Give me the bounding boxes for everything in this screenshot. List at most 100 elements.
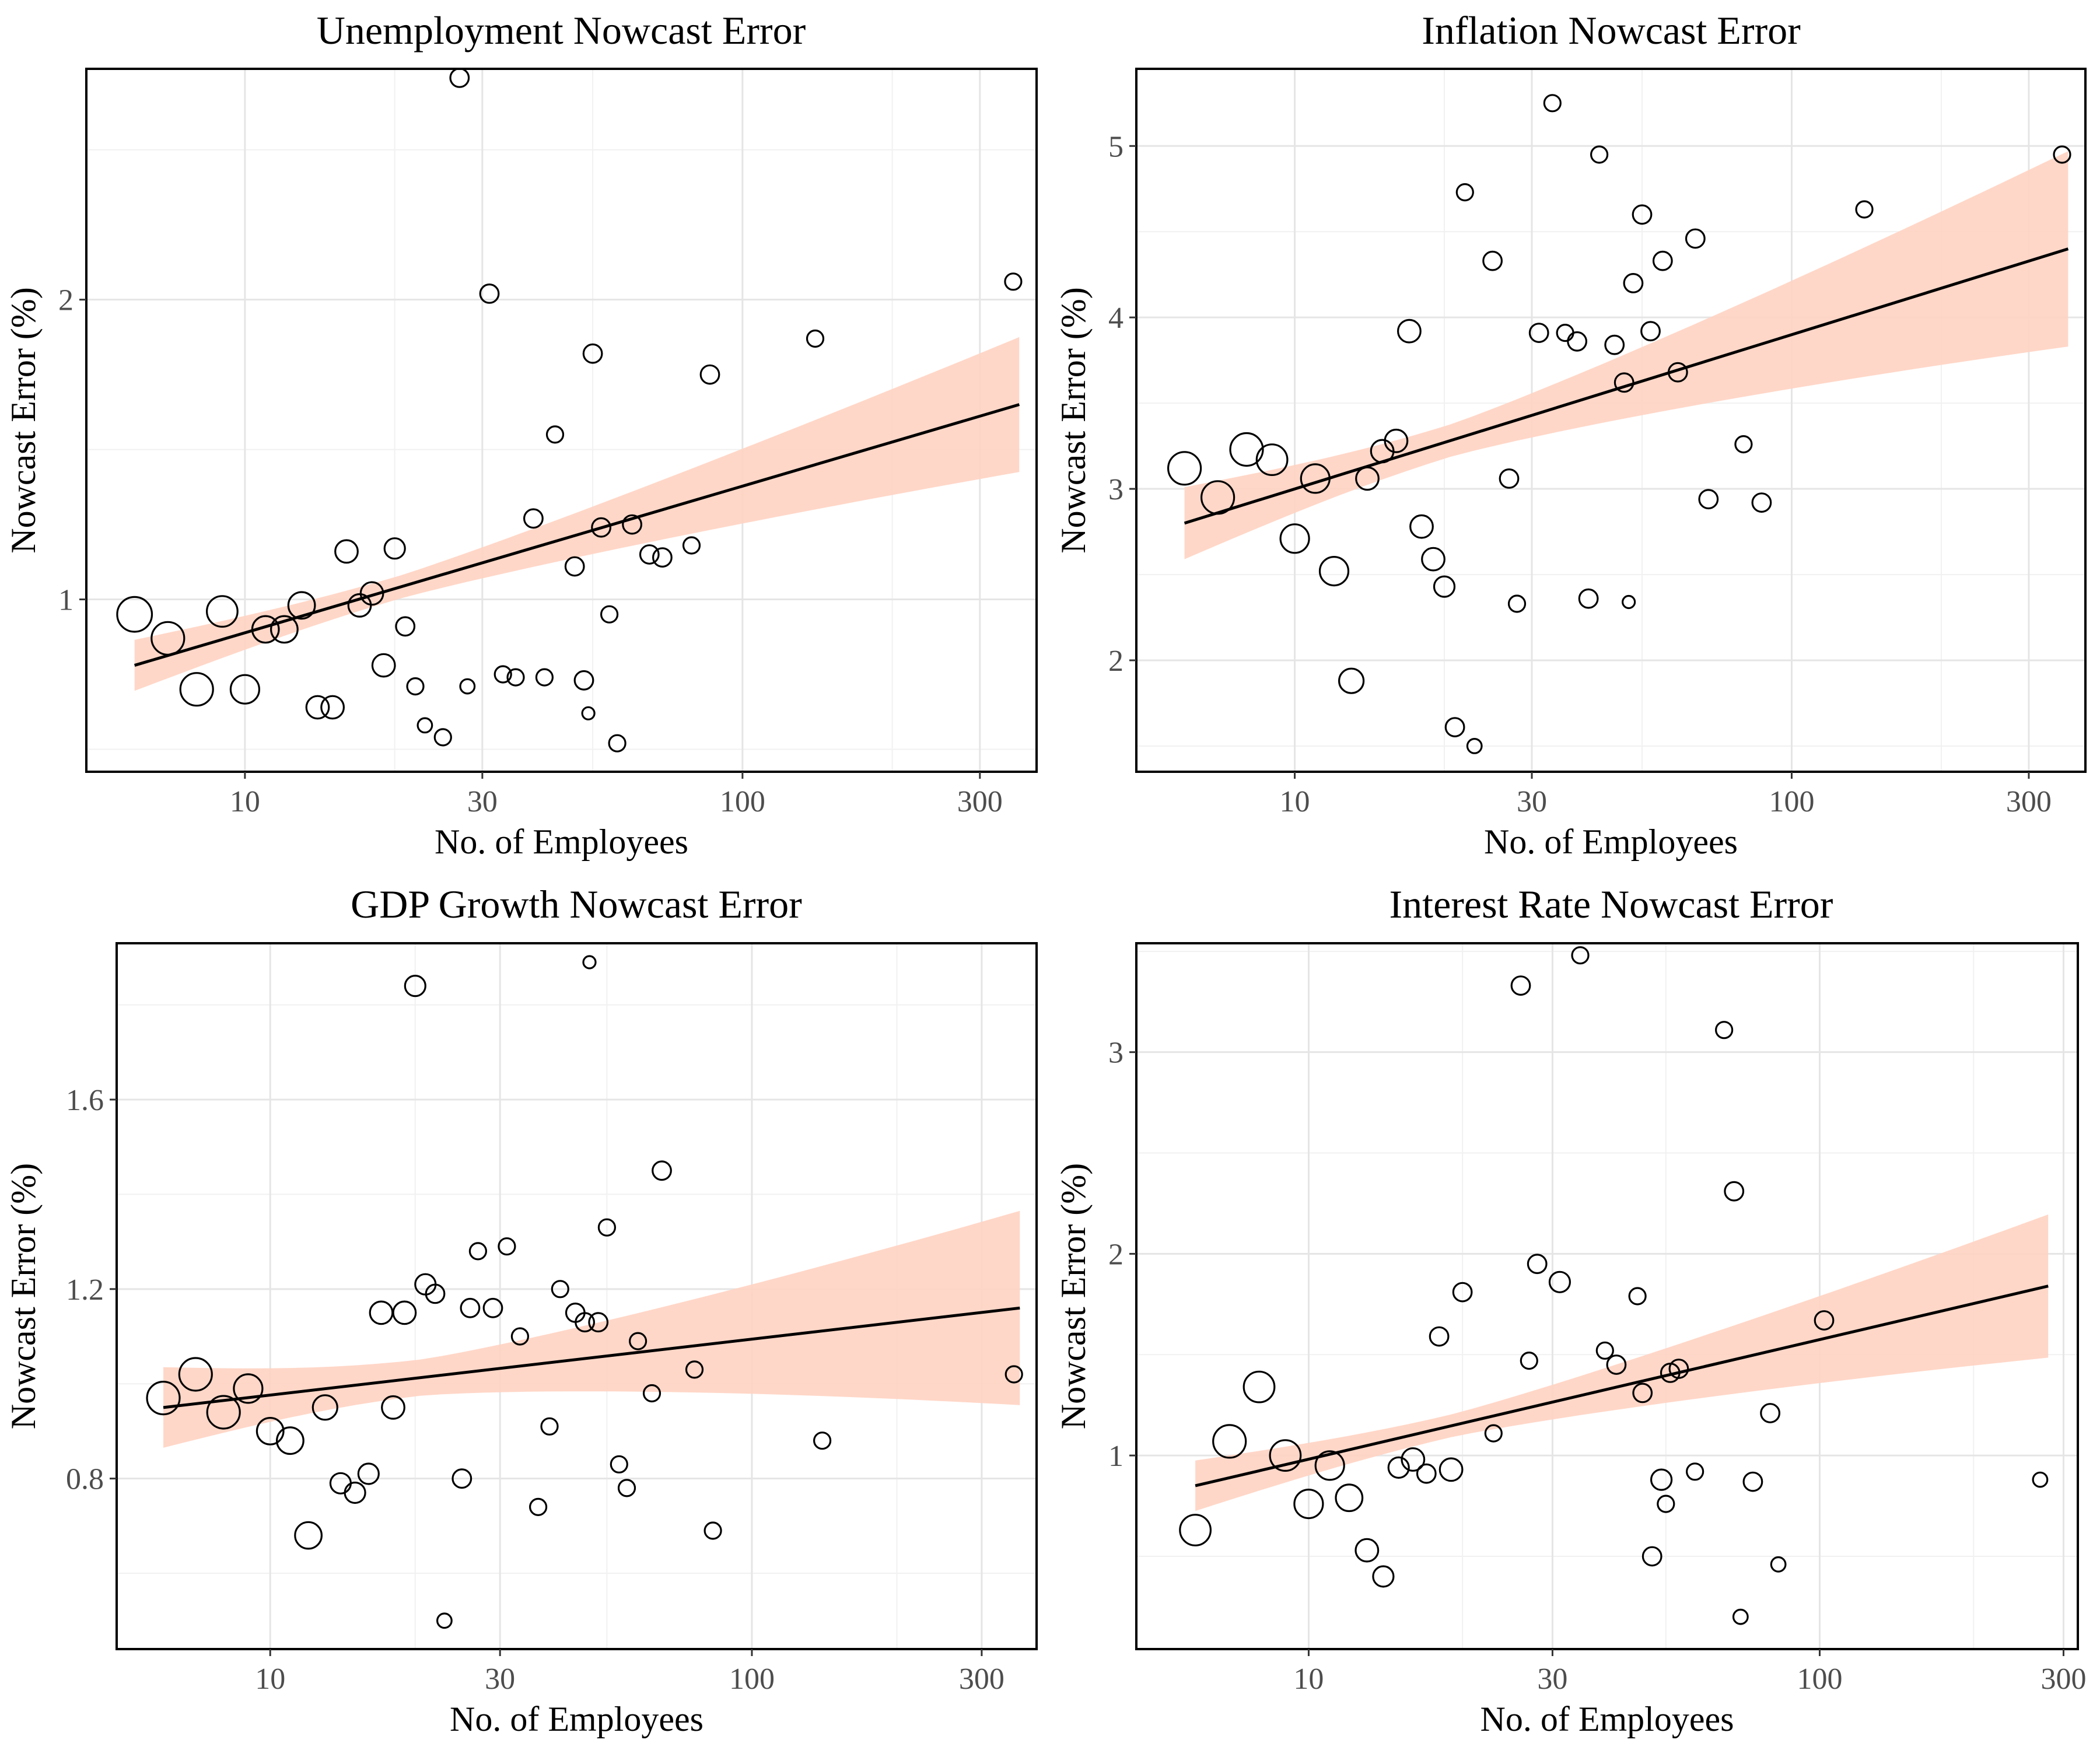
y-tick-label: 2	[58, 284, 74, 317]
data-point	[1751, 492, 1772, 513]
data-point	[1855, 200, 1874, 219]
data-point	[1510, 975, 1531, 996]
data-point	[1632, 1382, 1653, 1404]
data-point	[479, 284, 500, 304]
data-point	[206, 1395, 241, 1430]
data-point	[357, 1462, 380, 1485]
data-point	[270, 615, 299, 644]
data-point	[1567, 331, 1588, 352]
data-point	[1482, 250, 1503, 271]
chart-panel-4: 10 30 100 300 1 2 3 Interest Rate Nowcast Error…	[1054, 882, 2086, 1738]
data-point	[1314, 1450, 1345, 1481]
data-point	[608, 734, 626, 752]
y-tick-label: 1.6	[66, 1084, 104, 1117]
data-point	[545, 425, 565, 444]
data-point	[251, 615, 280, 644]
data-point	[436, 1612, 453, 1629]
data-point	[320, 695, 345, 720]
data-point	[381, 1395, 405, 1420]
data-point	[1499, 468, 1520, 489]
data-point	[1732, 1608, 1749, 1625]
x-axis-label: No. of Employees	[1484, 822, 1738, 861]
x-tick-label: 100	[1797, 1662, 1842, 1696]
data-point	[116, 596, 153, 633]
data-point	[460, 1297, 481, 1318]
data-point	[1212, 1424, 1247, 1459]
data-point	[1623, 273, 1644, 293]
data-point	[1455, 183, 1474, 202]
data-point	[294, 1521, 323, 1550]
data-point	[459, 678, 476, 695]
data-point	[642, 1384, 662, 1403]
data-point	[206, 595, 239, 628]
data-point	[1667, 362, 1688, 383]
data-point	[639, 544, 660, 565]
x-tick-label: 300	[959, 1662, 1005, 1696]
data-point	[1632, 204, 1653, 225]
data-point	[2053, 145, 2071, 164]
x-tick-label: 10	[255, 1662, 285, 1696]
data-point	[1628, 1287, 1647, 1306]
data-point	[416, 717, 433, 734]
data-point	[1622, 594, 1636, 610]
data-point	[1279, 523, 1310, 554]
plot-frame	[1135, 942, 2079, 1650]
data-point	[1652, 250, 1673, 271]
data-point	[1255, 443, 1289, 476]
data-point	[1814, 1310, 1835, 1331]
data-point	[1409, 514, 1434, 539]
y-tick-label: 1	[58, 584, 74, 617]
data-point	[1527, 1254, 1548, 1275]
data-point	[699, 364, 720, 385]
data-point	[1421, 547, 1446, 572]
data-point	[1640, 321, 1661, 342]
data-point	[1657, 1494, 1675, 1513]
data-point	[1760, 1403, 1781, 1423]
data-point	[617, 1479, 636, 1497]
data-point	[1724, 1181, 1745, 1202]
y-tick-label: 1	[1108, 1440, 1124, 1473]
data-point	[1384, 428, 1409, 453]
data-point	[1433, 575, 1456, 598]
data-point	[1614, 372, 1634, 393]
data-point	[1372, 1565, 1395, 1588]
data-point	[1770, 1556, 1787, 1573]
data-point	[528, 1497, 548, 1516]
data-point	[1293, 1489, 1324, 1520]
data-point	[535, 668, 554, 687]
data-point	[404, 974, 426, 998]
data-point	[551, 1280, 569, 1298]
data-point	[582, 343, 603, 364]
data-point	[371, 653, 396, 678]
data-point	[1548, 1270, 1571, 1293]
data-point	[1200, 480, 1236, 515]
data-point	[312, 1394, 338, 1421]
data-point	[383, 537, 406, 560]
data-point	[582, 955, 597, 970]
x-tick-label: 30	[467, 785, 498, 818]
data-point	[150, 621, 186, 656]
data-point	[1396, 318, 1422, 344]
data-point	[591, 517, 611, 538]
data-point	[1571, 946, 1590, 965]
x-tick-label: 100	[1769, 785, 1814, 818]
data-point	[425, 1283, 446, 1304]
data-point	[1734, 435, 1753, 454]
x-tick-label: 300	[2041, 1662, 2086, 1696]
data-point	[452, 1468, 473, 1489]
chart-panel-1: 10 30 100 300 1 2 Unemployment Nowcast Error No…	[4, 8, 1038, 861]
data-point	[1387, 1456, 1410, 1479]
y-axis-label: Nowcast Error (%)	[1054, 287, 1093, 553]
plot-frame	[85, 68, 1038, 773]
data-point	[628, 1332, 648, 1350]
data-point	[1355, 466, 1380, 491]
data-point	[146, 1381, 181, 1416]
x-tick-label: 10	[1280, 785, 1310, 818]
x-tick-label: 300	[957, 785, 1003, 818]
data-point	[1179, 1514, 1212, 1546]
data-point	[1338, 667, 1365, 694]
data-point	[334, 539, 359, 564]
data-point	[1590, 145, 1609, 164]
data-point	[1354, 1538, 1380, 1563]
data-point	[433, 728, 452, 747]
